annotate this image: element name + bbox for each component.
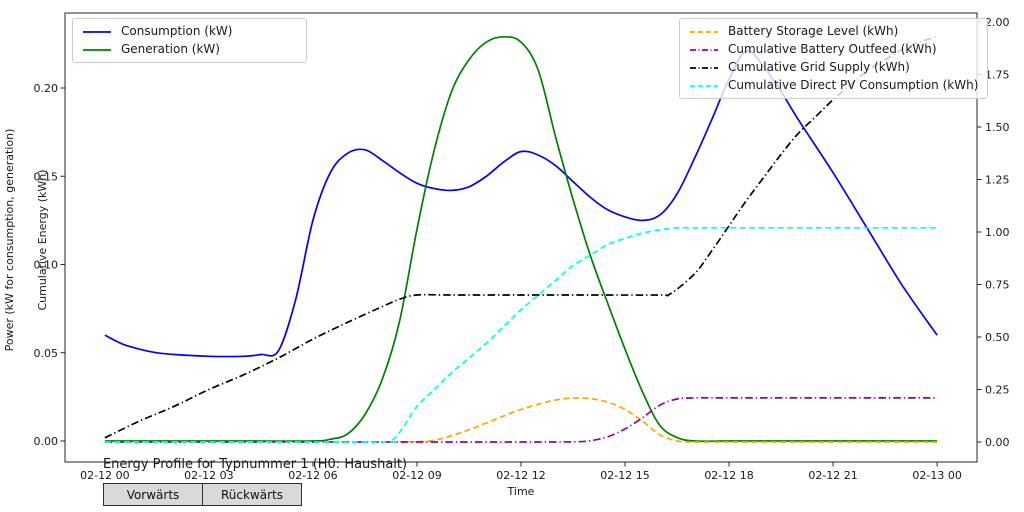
series-line-3 bbox=[104, 396, 938, 443]
legend-item: Cumulative Grid Supply (kWh) bbox=[689, 60, 978, 75]
legend-label: Cumulative Grid Supply (kWh) bbox=[728, 60, 910, 74]
y-axis-label-power: Power (kW for consumption, generation) bbox=[3, 129, 16, 352]
left-tick-label: 0.20 bbox=[34, 82, 59, 95]
x-tick-label: 02-13 00 bbox=[912, 469, 961, 482]
right-tick-label: 1.25 bbox=[985, 174, 1010, 187]
legend-label: Cumulative Direct PV Consumption (kWh) bbox=[728, 78, 979, 92]
legend-line-sample bbox=[690, 48, 718, 51]
legend-item: Consumption (kW) bbox=[82, 24, 297, 39]
x-axis-label: Time bbox=[507, 485, 535, 498]
legend-label: Battery Storage Level (kWh) bbox=[728, 24, 899, 38]
x-tick-label: 02-12 03 bbox=[184, 469, 233, 482]
left-tick-label: 0.10 bbox=[34, 259, 59, 272]
right-tick-label: 0.00 bbox=[985, 436, 1010, 449]
x-tick-label: 02-12 12 bbox=[496, 469, 545, 482]
x-tick-label: 02-12 00 bbox=[80, 469, 129, 482]
right-tick-label: 0.50 bbox=[985, 331, 1010, 344]
legend-line-sample bbox=[690, 66, 718, 69]
y-axis-label-energy: Cumulative Energy (kWh) bbox=[36, 169, 49, 310]
left-tick-label: 0.00 bbox=[34, 435, 59, 448]
legend-label: Generation (kW) bbox=[121, 42, 220, 56]
left-tick-label: 0.15 bbox=[34, 170, 59, 183]
legend-line-sample bbox=[83, 48, 111, 51]
legend-item: Generation (kW) bbox=[82, 42, 297, 57]
forward-button[interactable]: Vorwärts bbox=[103, 483, 203, 506]
series-line-1 bbox=[104, 35, 938, 443]
series-line-5 bbox=[104, 226, 938, 444]
x-tick-label: 02-12 15 bbox=[600, 469, 649, 482]
right-tick-label: 0.25 bbox=[985, 384, 1010, 397]
x-tick-label: 02-12 09 bbox=[392, 469, 441, 482]
x-tick-label: 02-12 21 bbox=[808, 469, 857, 482]
legend-item: Cumulative Direct PV Consumption (kWh) bbox=[689, 78, 978, 93]
right-tick-label: 1.50 bbox=[985, 121, 1010, 134]
legend-item: Battery Storage Level (kWh) bbox=[689, 24, 978, 39]
right-tick-label: 1.75 bbox=[985, 69, 1010, 82]
right-tick-label: 0.75 bbox=[985, 279, 1010, 292]
backward-button[interactable]: Rückwärts bbox=[202, 483, 302, 506]
legend-line-sample bbox=[690, 84, 718, 87]
legend-label: Cumulative Battery Outfeed (kWh) bbox=[728, 42, 937, 56]
legend-power: Consumption (kW) Generation (kW) bbox=[72, 18, 307, 63]
legend-label: Consumption (kW) bbox=[121, 24, 233, 38]
right-tick-label: 2.00 bbox=[985, 16, 1010, 29]
legend-item: Cumulative Battery Outfeed (kWh) bbox=[689, 42, 978, 57]
legend-energy: Battery Storage Level (kWh) Cumulative Ba… bbox=[679, 18, 989, 99]
legend-line-sample bbox=[690, 30, 718, 33]
legend-line-sample bbox=[83, 30, 111, 33]
x-tick-label: 02-12 18 bbox=[704, 469, 753, 482]
right-tick-label: 1.00 bbox=[985, 226, 1010, 239]
series-line-2 bbox=[104, 397, 938, 443]
chart-title: Energy Profile for Typnummer 1 (H0: Haus… bbox=[102, 457, 408, 472]
left-tick-label: 0.05 bbox=[34, 347, 59, 360]
x-tick-label: 02-12 06 bbox=[288, 469, 337, 482]
